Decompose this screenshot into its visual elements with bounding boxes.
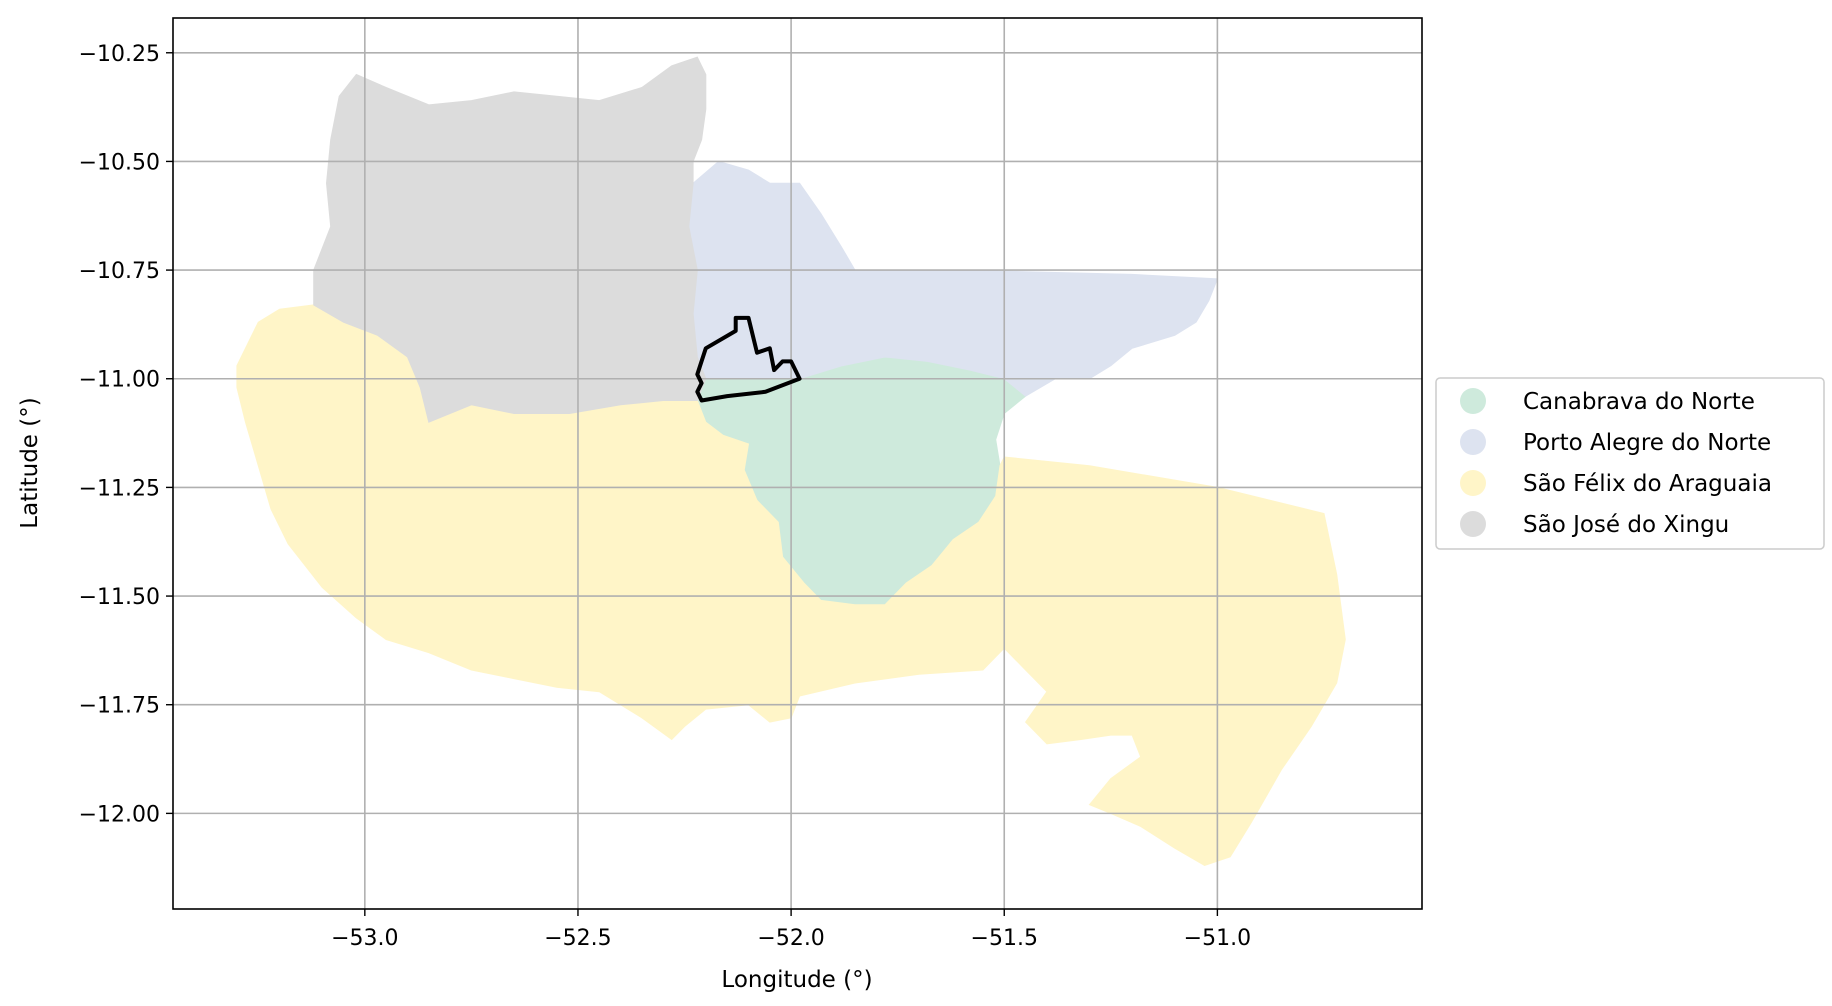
legend-item-sao-jose-do-xingu: São José do Xingu xyxy=(1460,511,1729,538)
legend-item-canabrava-do-norte: Canabrava do Norte xyxy=(1460,388,1755,415)
y-tick-label-1: −10.50 xyxy=(79,150,160,175)
legend-marker xyxy=(1460,511,1486,537)
y-tick-label-4: −11.25 xyxy=(79,476,160,501)
y-tick-label-6: −11.75 xyxy=(79,694,160,719)
x-tick-label-1: −52.5 xyxy=(544,926,611,951)
legend-marker xyxy=(1460,429,1486,455)
y-tick-label-5: −11.50 xyxy=(79,585,160,610)
plot-frame xyxy=(172,17,1423,910)
y-tick-label-2: −10.75 xyxy=(79,259,160,284)
x-tick-label-3: −51.5 xyxy=(971,926,1038,951)
y-axis-label: Latitude (°) xyxy=(17,397,43,528)
x-tick-label-0: −53.0 xyxy=(331,926,398,951)
region-sao-jose-do-xingu xyxy=(313,56,707,423)
grid-layer xyxy=(173,18,1422,909)
legend-items: Canabrava do Norte Porto Alegre do Norte S… xyxy=(1460,388,1772,538)
legend: Canabrava do Norte Porto Alegre do Norte S… xyxy=(1435,377,1825,550)
legend-item-sao-felix-do-araguaia: São Félix do Araguaia xyxy=(1460,470,1772,497)
legend-frame xyxy=(1435,377,1825,550)
outline-layer xyxy=(695,315,802,403)
x-tick-label-2: −52.0 xyxy=(757,926,824,951)
legend-label: São Félix do Araguaia xyxy=(1523,471,1772,497)
region-porto-alegre-do-norte xyxy=(688,160,1219,397)
legend-label: Porto Alegre do Norte xyxy=(1523,430,1771,456)
y-tick-label-7: −12.00 xyxy=(79,802,160,827)
x-ticks: −53.0 −52.5 −52.0 −51.5 −51.0 xyxy=(331,909,1251,951)
y-tick-label-0: −10.25 xyxy=(79,42,160,67)
legend-marker xyxy=(1460,388,1486,414)
x-axis-label: Longitude (°) xyxy=(721,967,872,993)
y-ticks: −10.25 −10.50 −10.75 −11.00 −11.25 −11.50 −11.… xyxy=(79,42,173,827)
legend-label: Canabrava do Norte xyxy=(1523,389,1755,415)
y-tick-label-3: −11.00 xyxy=(79,368,160,393)
legend-marker xyxy=(1460,470,1486,496)
legend-label: São José do Xingu xyxy=(1523,512,1729,538)
legend-item-porto-alegre-do-norte: Porto Alegre do Norte xyxy=(1460,429,1771,456)
highlighted-boundary-outline xyxy=(695,315,802,403)
x-tick-label-4: −51.0 xyxy=(1184,926,1251,951)
